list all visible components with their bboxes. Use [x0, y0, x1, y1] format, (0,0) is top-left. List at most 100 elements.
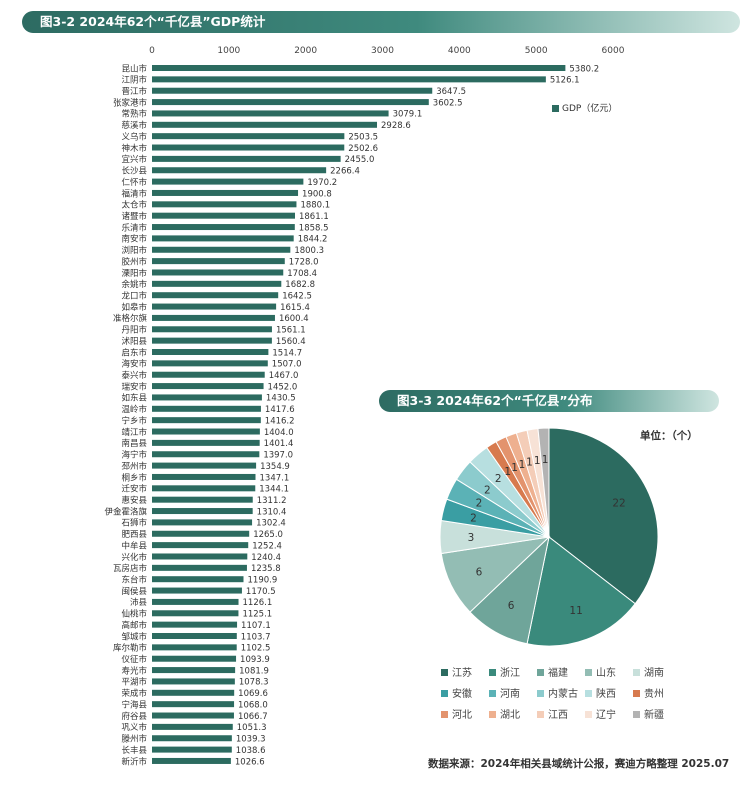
value-label: 1066.7 — [238, 712, 268, 722]
legend-label: 安徽 — [452, 687, 472, 700]
bar — [152, 65, 566, 71]
value-label: 1397.0 — [263, 451, 293, 461]
legend-swatch — [441, 669, 448, 676]
value-label: 1600.4 — [279, 314, 309, 324]
bar — [152, 212, 295, 219]
legend-swatch — [441, 711, 448, 718]
category-label: 南安市 — [121, 234, 147, 245]
value-label: 1310.4 — [257, 507, 287, 517]
category-label: 仪征市 — [121, 654, 147, 665]
category-label: 迁安市 — [121, 484, 147, 495]
value-label: 1170.5 — [246, 587, 276, 597]
category-label: 胶州市 — [121, 256, 147, 267]
legend-label: 贵州 — [644, 687, 664, 700]
x-tick-label: 4000 — [448, 46, 471, 56]
value-label: 1354.9 — [260, 462, 290, 472]
value-label: 1561.1 — [276, 326, 306, 336]
value-label: 1344.1 — [259, 485, 289, 495]
category-label: 宜兴市 — [121, 154, 147, 165]
value-label: 2502.6 — [348, 144, 378, 154]
category-label: 太仓市 — [121, 200, 147, 211]
value-label: 1507.0 — [272, 360, 302, 370]
bar — [152, 303, 277, 310]
bar — [152, 235, 294, 242]
bar — [152, 508, 253, 515]
value-label: 1252.4 — [252, 541, 282, 551]
bar — [152, 701, 235, 708]
bar — [152, 87, 433, 94]
value-label: 5126.1 — [550, 76, 580, 86]
category-label: 福清市 — [121, 188, 147, 199]
bar — [152, 121, 378, 128]
category-label: 仁怀市 — [121, 177, 147, 188]
bar — [152, 496, 253, 503]
category-label: 靖江市 — [121, 427, 147, 438]
category-label: 仙桃市 — [121, 609, 147, 620]
category-label: 东台市 — [121, 575, 147, 586]
bar — [152, 633, 237, 639]
chart2-title-banner: 图3-3 2024年62个“千亿县”分布 — [379, 390, 719, 412]
bar — [152, 644, 237, 651]
bar — [152, 542, 249, 549]
bar — [152, 405, 261, 412]
value-label: 1051.3 — [237, 723, 267, 733]
bar — [152, 224, 295, 231]
value-label: 1081.9 — [239, 666, 269, 676]
bar — [152, 667, 236, 674]
bar — [152, 167, 327, 174]
value-label: 1404.0 — [264, 428, 294, 438]
slice-value-label: 1 — [519, 459, 526, 471]
category-label: 神木市 — [121, 143, 147, 154]
value-label: 1190.9 — [248, 576, 278, 586]
bar — [152, 689, 235, 696]
bar — [152, 417, 261, 424]
value-label: 1240.4 — [251, 553, 281, 563]
value-label: 1416.2 — [265, 416, 295, 426]
slice-value-label: 2 — [484, 484, 491, 496]
bar — [152, 144, 345, 151]
legend-swatch — [633, 669, 640, 676]
category-label: 长丰县 — [121, 745, 147, 756]
category-label: 瑞安市 — [121, 381, 147, 392]
value-label: 1068.0 — [238, 700, 268, 710]
category-label: 海安市 — [121, 359, 147, 370]
category-label: 巩义市 — [121, 722, 147, 733]
value-label: 1844.2 — [298, 235, 328, 245]
value-label: 1102.5 — [241, 644, 271, 654]
slice-value-label: 1 — [542, 454, 549, 466]
slice-value-label: 11 — [569, 605, 582, 617]
legend-swatch — [633, 711, 640, 718]
value-label: 2503.5 — [348, 132, 378, 142]
legend-label: 浙江 — [500, 667, 520, 679]
pie-slice — [526, 536, 636, 647]
category-label: 宁乡市 — [121, 415, 147, 426]
legend-label: 湖北 — [500, 709, 520, 721]
category-label: 丹阳市 — [121, 325, 147, 336]
bar — [152, 462, 257, 469]
legend-swatch — [633, 690, 640, 697]
value-label: 1235.8 — [251, 564, 281, 574]
bar — [152, 530, 250, 537]
value-label: 1039.3 — [236, 735, 266, 745]
bar — [152, 576, 244, 583]
bar — [152, 587, 242, 594]
bar — [152, 155, 341, 162]
category-label: 浏阳市 — [121, 245, 147, 256]
bar — [152, 451, 260, 458]
bar — [152, 76, 546, 83]
slice-value-label: 3 — [468, 532, 475, 544]
x-tick-label: 2000 — [294, 46, 317, 56]
legend-label: 湖南 — [644, 666, 664, 679]
value-label: 1900.8 — [302, 189, 332, 199]
value-label: 1682.8 — [285, 280, 315, 290]
legend-label: 陕西 — [596, 687, 616, 700]
bar — [152, 189, 299, 196]
slice-value-label: 2 — [476, 498, 483, 510]
x-tick-label: 6000 — [602, 46, 625, 56]
value-label: 1615.4 — [280, 303, 310, 313]
category-label: 惠安县 — [121, 495, 147, 506]
gdp-legend-swatch — [552, 105, 559, 112]
category-label: 江阴市 — [121, 75, 147, 86]
legend-label: 辽宁 — [596, 708, 616, 721]
